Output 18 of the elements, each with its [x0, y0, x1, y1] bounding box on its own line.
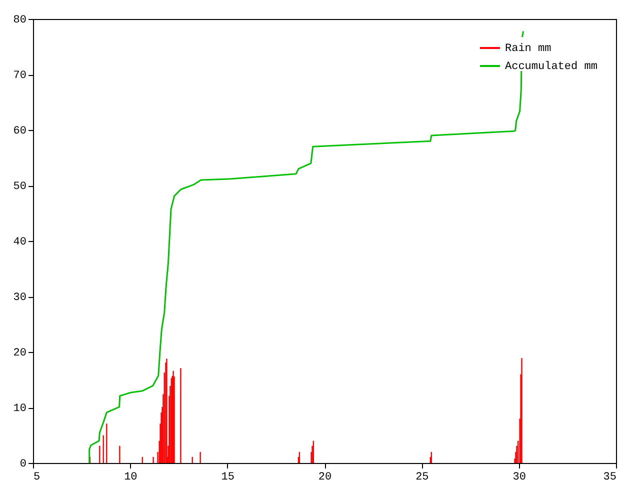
y-tick-label: 80: [13, 14, 26, 26]
x-tick-label: 30: [512, 472, 526, 480]
y-tick-label: 0: [20, 458, 26, 470]
legend-label: Accumulated mm: [505, 61, 598, 73]
x-tick-label: 20: [318, 472, 332, 480]
y-tick-label: 20: [13, 348, 26, 360]
y-tick-label: 50: [13, 181, 26, 193]
x-tick-label: 5: [34, 472, 40, 480]
y-tick-label: 10: [13, 403, 26, 415]
y-tick-label: 40: [13, 236, 26, 248]
y-tick-label: 70: [13, 70, 26, 82]
x-tick-label: 35: [603, 472, 616, 480]
x-tick-label: 10: [124, 472, 138, 480]
legend-label: Rain mm: [505, 43, 552, 55]
x-tick-label: 25: [416, 472, 429, 480]
y-tick-label: 60: [13, 126, 26, 138]
y-tick-label: 30: [13, 292, 26, 304]
x-tick-label: 15: [221, 472, 234, 480]
